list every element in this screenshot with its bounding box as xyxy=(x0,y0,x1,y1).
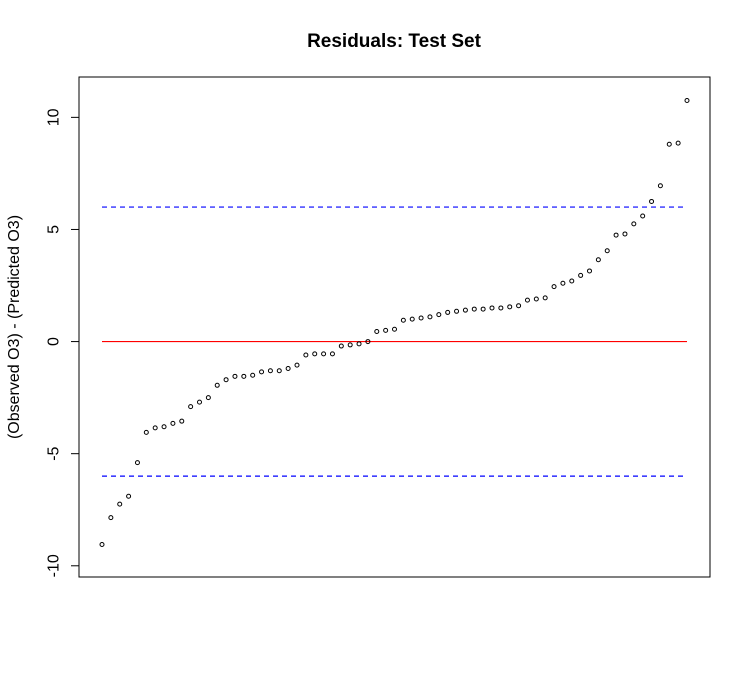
data-point xyxy=(418,315,424,321)
data-point xyxy=(684,98,690,104)
data-point xyxy=(675,140,681,146)
data-point xyxy=(161,424,167,430)
data-point xyxy=(374,328,380,334)
y-tick-label: 10 xyxy=(46,108,63,126)
data-point xyxy=(578,272,584,278)
data-point xyxy=(409,316,415,322)
data-point xyxy=(551,284,557,290)
data-point xyxy=(454,308,460,314)
data-point xyxy=(338,343,344,349)
data-point xyxy=(241,373,247,379)
data-point xyxy=(498,305,504,311)
data-point xyxy=(631,221,637,227)
data-point xyxy=(170,420,176,426)
data-point xyxy=(533,296,539,302)
data-point xyxy=(560,280,566,286)
data-point xyxy=(462,307,468,313)
data-point xyxy=(587,268,592,274)
data-point xyxy=(365,339,371,345)
data-point xyxy=(436,312,442,318)
data-point xyxy=(427,314,433,320)
data-point xyxy=(267,368,273,374)
data-point xyxy=(117,501,123,507)
data-point xyxy=(126,493,132,499)
data-point xyxy=(613,232,619,238)
data-point xyxy=(285,365,291,371)
data-point xyxy=(542,295,548,301)
data-point xyxy=(524,297,530,303)
data-point xyxy=(205,395,211,401)
data-point xyxy=(507,304,513,310)
y-axis-label: (Observed O3) - (Predicted O3) xyxy=(6,215,23,439)
data-point xyxy=(400,317,406,323)
data-point xyxy=(99,541,105,547)
data-point xyxy=(471,306,477,312)
data-point xyxy=(392,326,397,332)
data-point xyxy=(383,327,389,333)
data-point xyxy=(214,382,220,388)
data-point xyxy=(622,231,628,237)
data-point xyxy=(595,257,601,263)
data-point xyxy=(640,213,646,219)
data-point xyxy=(604,248,610,254)
data-point xyxy=(294,362,300,368)
data-point xyxy=(197,399,202,405)
data-point xyxy=(480,306,486,312)
data-point xyxy=(232,373,238,379)
y-tick-label: 5 xyxy=(46,225,63,234)
data-point xyxy=(303,352,309,358)
data-point xyxy=(649,198,655,204)
data-point xyxy=(276,368,282,374)
data-point xyxy=(250,372,256,378)
data-point xyxy=(152,425,158,431)
data-point xyxy=(312,351,318,357)
data-point xyxy=(321,351,327,357)
data-point xyxy=(188,404,194,410)
data-point xyxy=(356,341,362,347)
chart-title: Residuals: Test Set xyxy=(307,31,482,52)
y-tick-label: -5 xyxy=(46,446,63,460)
data-point xyxy=(666,141,672,147)
y-tick-label: -10 xyxy=(46,554,63,577)
data-point xyxy=(489,305,495,311)
data-point xyxy=(329,351,335,357)
data-point xyxy=(179,418,185,424)
data-point xyxy=(259,369,265,375)
data-point xyxy=(223,377,229,383)
data-point xyxy=(445,309,451,315)
y-tick-label: 0 xyxy=(46,337,63,346)
data-point xyxy=(569,278,575,284)
y-axis: -10 -5 0 5 10 xyxy=(46,108,79,577)
data-point xyxy=(143,429,149,435)
plot-frame xyxy=(78,76,711,578)
data-point xyxy=(108,515,114,521)
data-point xyxy=(657,183,663,189)
data-points xyxy=(99,98,690,547)
data-point xyxy=(516,303,522,309)
data-point xyxy=(347,342,353,348)
data-point xyxy=(134,460,140,466)
reference-lines xyxy=(102,206,687,477)
